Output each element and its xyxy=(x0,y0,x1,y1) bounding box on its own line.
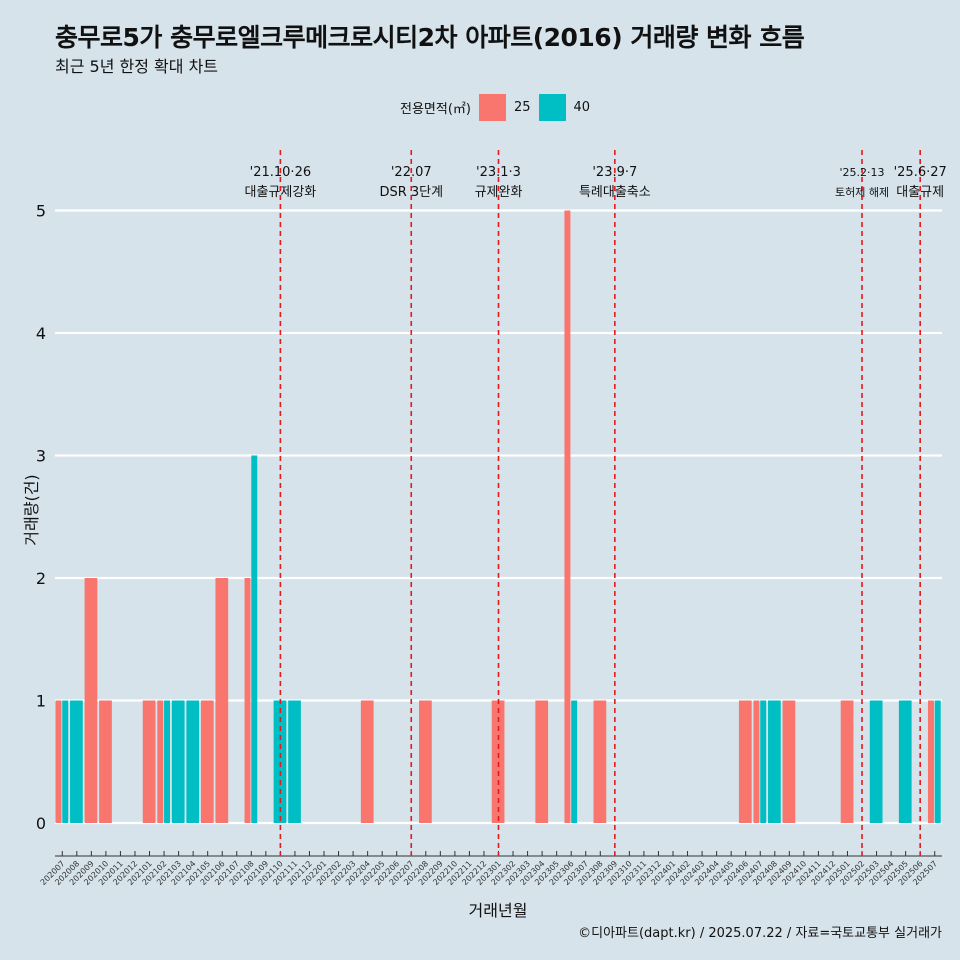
y-tick-label: 2 xyxy=(36,569,46,588)
bar-25-202010 xyxy=(99,700,112,823)
legend-swatch-40 xyxy=(538,93,566,121)
legend-item-25: 25 xyxy=(478,93,531,121)
y-tick-label: 0 xyxy=(36,814,46,833)
event-date: '25.2·13 xyxy=(840,166,885,179)
bar-25-202407 xyxy=(753,700,760,823)
event-label: 토허제 해제 xyxy=(835,185,889,199)
y-tick-label: 5 xyxy=(36,202,46,221)
bar-40-202110 xyxy=(273,700,287,823)
event-date: '23.1·3 xyxy=(476,165,521,180)
legend: 전용면적(㎡) 25 40 xyxy=(400,93,590,121)
y-tick-label: 3 xyxy=(36,447,46,466)
bar-25-202308 xyxy=(593,700,607,823)
event-date: '25.6·27 xyxy=(894,165,947,180)
bar-25-202304 xyxy=(535,700,549,823)
bar-40-202505 xyxy=(898,700,912,823)
bar-40-202007 xyxy=(62,700,69,823)
event-date: '23.9·7 xyxy=(592,165,637,180)
event-date: '21.10·26 xyxy=(250,165,311,180)
y-tick-label: 1 xyxy=(36,692,46,711)
bar-25-202507 xyxy=(927,700,934,823)
bar-40-202111 xyxy=(288,700,301,823)
event-label: DSR 3단계 xyxy=(379,185,443,200)
chart-subtitle: 최근 5년 한정 확대 차트 xyxy=(55,57,219,76)
legend-label-25: 25 xyxy=(513,99,531,115)
bar-25-202101 xyxy=(142,700,156,823)
event-date: '22.07 xyxy=(391,165,432,180)
bar-25-202106 xyxy=(215,578,229,823)
bar-25-202409 xyxy=(782,700,796,823)
bar-25-202105 xyxy=(200,700,214,823)
event-label: 대출규제 xyxy=(896,185,944,200)
bar-40-202407 xyxy=(760,700,767,823)
bar-25-202108 xyxy=(244,578,251,823)
bar-25-202204 xyxy=(360,700,374,823)
bar-25-202406 xyxy=(738,700,752,823)
bar-25-202301 xyxy=(491,700,505,823)
legend-swatch-25 xyxy=(478,93,506,121)
bar-40-202507 xyxy=(934,700,941,823)
bar-25-202102 xyxy=(157,700,164,823)
event-label: 규제완화 xyxy=(475,185,523,200)
bar-40-202104 xyxy=(186,700,200,823)
bar-40-202108 xyxy=(251,455,258,823)
x-axis-label: 거래년월 xyxy=(468,901,528,920)
chart-title: 충무로5가 충무로엘크루메크로시티2차 아파트(2016) 거래량 변화 흐름 xyxy=(55,23,805,52)
bar-25-202009 xyxy=(84,578,98,823)
y-tick-label: 4 xyxy=(36,324,46,343)
bar-40-202008 xyxy=(70,700,83,823)
y-axis-label: 거래량(건) xyxy=(22,474,41,546)
source-caption: ©디아파트(dapt.kr) / 2025.07.22 / 자료=국토교통부 실… xyxy=(578,926,942,941)
bar-40-202408 xyxy=(768,700,781,823)
legend-label-40: 40 xyxy=(573,99,591,115)
bar-25-202208 xyxy=(419,700,432,823)
legend-item-40: 40 xyxy=(538,93,591,121)
bar-25-202306 xyxy=(564,210,571,823)
bar-40-202103 xyxy=(171,700,185,823)
bar-40-202503 xyxy=(869,700,883,823)
event-label: 특례대출축소 xyxy=(579,185,651,200)
legend-title: 전용면적(㎡) xyxy=(400,101,471,117)
bar-40-202102 xyxy=(164,700,171,823)
bar-25-202501 xyxy=(840,700,854,823)
event-label: 대출규제강화 xyxy=(245,185,317,200)
bar-25-202007 xyxy=(55,700,62,823)
bar-40-202306 xyxy=(571,700,578,823)
